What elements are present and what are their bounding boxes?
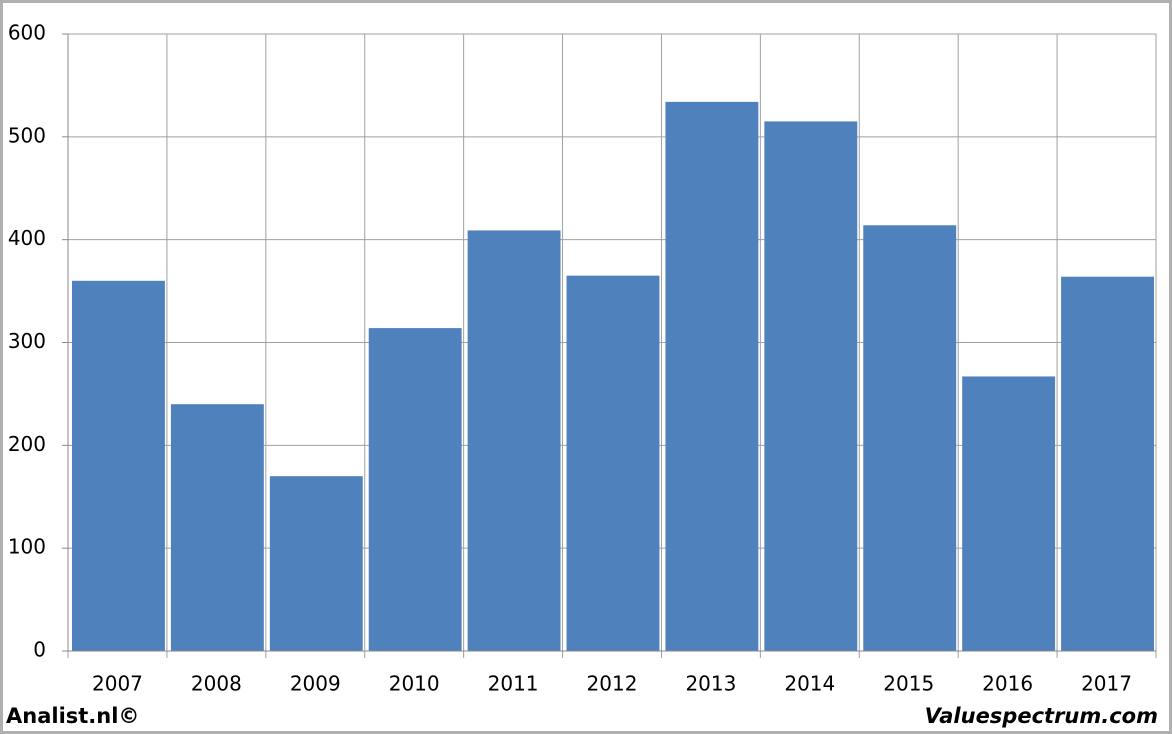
x-tick-label: 2009 [290, 672, 341, 696]
y-tick-label: 300 [8, 329, 46, 353]
bar [170, 404, 264, 651]
x-tick-label: 2017 [1081, 672, 1132, 696]
y-tick-label: 200 [8, 432, 46, 456]
bar [566, 275, 660, 651]
bar [368, 328, 462, 651]
bar [467, 230, 561, 651]
bar [962, 376, 1056, 651]
bar [72, 280, 165, 651]
bar [764, 121, 858, 652]
y-tick-label: 500 [8, 123, 46, 147]
bar [863, 225, 957, 651]
y-tick-label: 0 [33, 638, 46, 662]
x-tick-label: 2013 [685, 672, 736, 696]
y-tick-label: 600 [8, 21, 46, 45]
x-tick-label: 2007 [92, 672, 143, 696]
x-tick-label: 2015 [883, 672, 934, 696]
y-tick-label: 400 [8, 226, 46, 250]
x-tick-label: 2016 [982, 672, 1033, 696]
bar [1061, 276, 1154, 651]
bar [665, 101, 759, 652]
x-tick-label: 2014 [784, 672, 835, 696]
x-tick-label: 2012 [587, 672, 638, 696]
footer-left: Analist.nl© [6, 704, 139, 728]
footer-right: Valuespectrum.com [925, 704, 1158, 728]
x-tick-label: 2010 [389, 672, 440, 696]
y-tick-label: 100 [8, 535, 46, 559]
x-tick-label: 2008 [191, 672, 242, 696]
bar [269, 476, 363, 651]
x-tick-label: 2011 [488, 672, 539, 696]
